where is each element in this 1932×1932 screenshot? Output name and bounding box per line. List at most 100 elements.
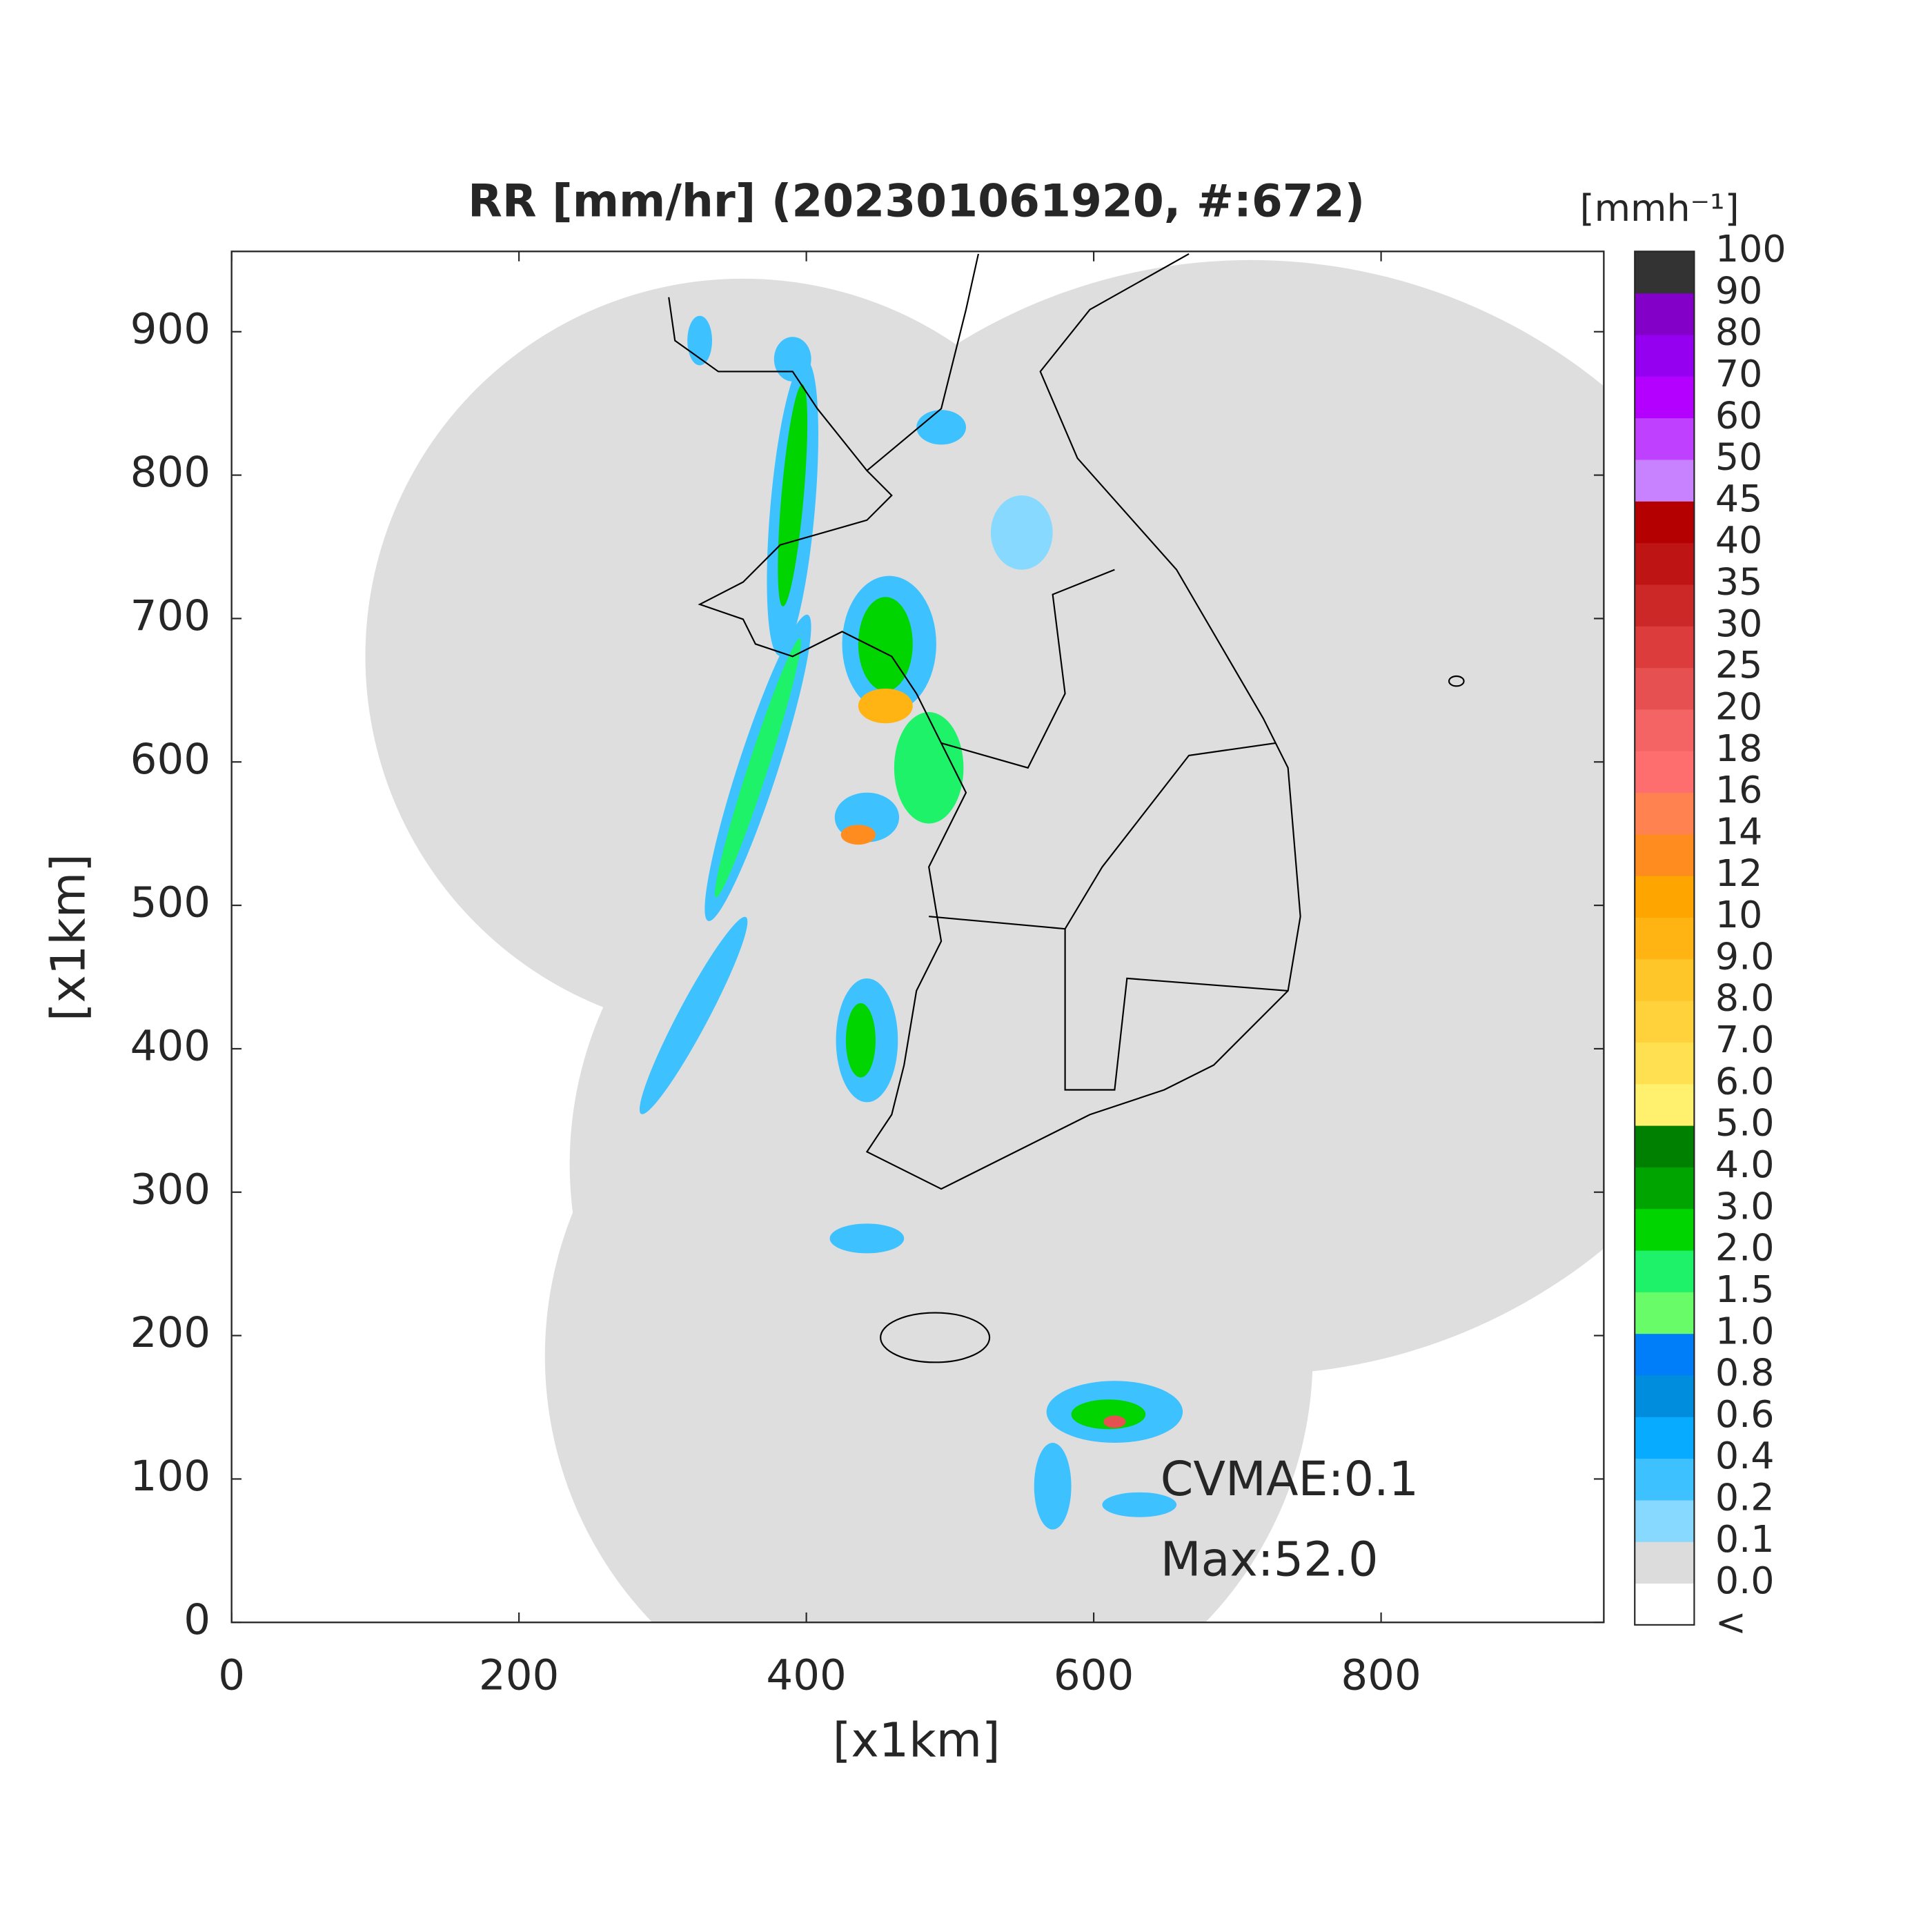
colorbar-segment: [1635, 459, 1695, 502]
radar-coverage: [365, 260, 1604, 1623]
colorbar-label: 9.0: [1715, 934, 1775, 978]
colorbar-label: 0.0: [1715, 1559, 1775, 1602]
y-tick-label: 600: [130, 735, 210, 784]
colorbar-segment: [1635, 1292, 1695, 1334]
colorbar-label: 20: [1715, 685, 1763, 729]
colorbar-label: 0.1: [1715, 1517, 1775, 1561]
x-axis-label: [x1km]: [833, 1714, 1000, 1768]
colorbar-label: 5.0: [1715, 1101, 1775, 1145]
colorbar-label: 2.0: [1715, 1226, 1775, 1270]
colorbar-segment: [1635, 542, 1695, 585]
colorbar-label: 14: [1715, 809, 1763, 853]
y-tick-label: 0: [184, 1595, 210, 1644]
rain-echo: [894, 712, 964, 824]
colorbar-label: 16: [1715, 768, 1763, 811]
island: [1448, 675, 1465, 687]
colorbar-segment: [1635, 834, 1695, 876]
colorbar-segment: [1635, 1541, 1695, 1584]
x-tick-label: 600: [1054, 1651, 1134, 1700]
rain-echo: [778, 384, 808, 607]
colorbar-segment: [1635, 917, 1695, 960]
y-tick-label: 200: [130, 1308, 210, 1357]
colorbar-segment: [1635, 1583, 1695, 1626]
colorbar-label: 1.5: [1715, 1268, 1775, 1311]
colorbar-segment: [1635, 958, 1695, 1001]
colorbar-label: 0.2: [1715, 1476, 1775, 1519]
y-tick-label: 800: [130, 448, 210, 497]
border: [1064, 929, 1288, 1091]
colorbar-label: 80: [1715, 310, 1763, 354]
colorbar-label: 0.8: [1715, 1351, 1775, 1394]
coastline: [668, 253, 1301, 1190]
colorbar-segment: [1635, 751, 1695, 793]
colorbar-label: 7.0: [1715, 1018, 1775, 1061]
colorbar-label: 18: [1715, 727, 1763, 770]
rain-echo: [773, 337, 811, 382]
rain-echo: [829, 1223, 905, 1254]
colorbar-label: 25: [1715, 643, 1763, 687]
border: [866, 253, 979, 471]
colorbar-segment: [1635, 667, 1695, 710]
colorbar-label: 0.4: [1715, 1434, 1775, 1477]
colorbar-label: 1.0: [1715, 1309, 1775, 1352]
colorbar-segment: [1635, 1167, 1695, 1210]
colorbar-label: 100: [1715, 227, 1786, 270]
rain-echo: [858, 688, 913, 724]
colorbar-label: 3.0: [1715, 1184, 1775, 1228]
colorbar-label: 0.6: [1715, 1392, 1775, 1436]
colorbar-segment: [1635, 1499, 1695, 1542]
colorbar-segment: [1635, 1042, 1695, 1085]
colorbar-segment: [1635, 1125, 1695, 1167]
colorbar-label: 4.0: [1715, 1143, 1775, 1186]
colorbar-label: 40: [1715, 518, 1763, 562]
colorbar-label: 90: [1715, 268, 1763, 312]
x-tick-label: 400: [766, 1651, 846, 1700]
colorbar-label: 50: [1715, 435, 1763, 479]
colorbar-segment: [1635, 417, 1695, 460]
colorbar-label: 70: [1715, 352, 1763, 395]
colorbar-title: [mmh⁻¹]: [1580, 186, 1739, 230]
colorbar-segment: [1635, 376, 1695, 419]
colorbar-segment: [1635, 334, 1695, 377]
rain-echo: [1034, 1443, 1072, 1530]
colorbar-segment: [1635, 1208, 1695, 1251]
y-axis-label: [x1km]: [42, 854, 97, 1021]
rain-echo: [1102, 1492, 1177, 1517]
colorbar-segment: [1635, 501, 1695, 544]
colorbar-label: 45: [1715, 477, 1763, 520]
rain-echo: [916, 410, 966, 445]
colorbar-label: 10: [1715, 893, 1763, 936]
y-tick-label: 300: [130, 1165, 210, 1214]
annotation: Max:52.0: [1161, 1533, 1379, 1588]
rain-echo: [639, 916, 748, 1114]
colorbar-segment: [1635, 1458, 1695, 1501]
x-tick-label: 200: [479, 1651, 559, 1700]
axes-box: [230, 250, 1605, 1624]
y-tick-label: 500: [130, 878, 210, 927]
y-tick-label: 900: [130, 304, 210, 353]
colorbar-segment: [1635, 1374, 1695, 1417]
x-tick-label: 0: [218, 1651, 245, 1700]
colorbar-segment: [1635, 792, 1695, 835]
y-tick-label: 700: [130, 591, 210, 640]
colorbar-segment: [1635, 876, 1695, 918]
rain-echoes: [639, 315, 1183, 1530]
colorbar-segment: [1635, 1000, 1695, 1043]
colorbar-label: 8.0: [1715, 976, 1775, 1020]
rain-echo: [1103, 1415, 1126, 1428]
colorbar-segment: [1635, 626, 1695, 669]
annotation: CVMAE:0.1: [1161, 1452, 1419, 1507]
island: [880, 1312, 991, 1363]
colorbar-label: 12: [1715, 851, 1763, 895]
colorbar-segment: [1635, 293, 1695, 335]
rain-echo: [714, 638, 801, 898]
chart-title: RR [mm/hr] (202301061920, #:672): [468, 176, 1365, 228]
colorbar-segment: [1635, 251, 1695, 294]
colorbar-label: 60: [1715, 393, 1763, 437]
border: [940, 569, 1115, 769]
colorbar-label: 6.0: [1715, 1059, 1775, 1103]
colorbar-segment: [1635, 584, 1695, 627]
rain-echo: [990, 495, 1053, 570]
rain-echo: [1071, 1399, 1146, 1430]
